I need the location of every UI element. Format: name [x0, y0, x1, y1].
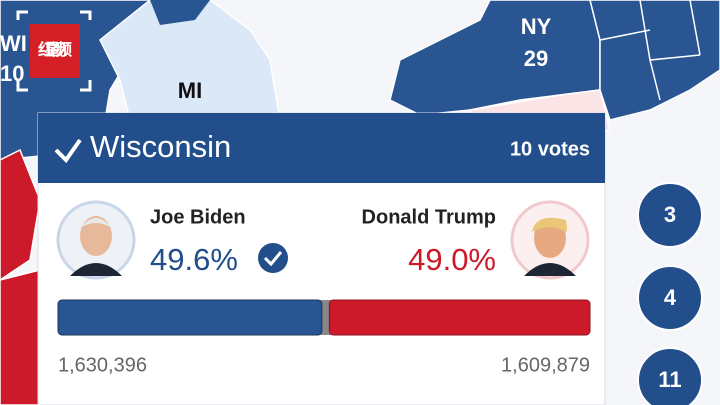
side-vote: 3 [664, 202, 676, 227]
check-icon [54, 138, 82, 164]
candidate-name: Donald Trump [362, 206, 496, 228]
state-red [0, 148, 41, 281]
state-mi [99, 0, 281, 121]
logo: 红星视频 [16, 10, 92, 92]
side-vote: 4 [664, 285, 677, 310]
logo-text: 红星视频 [38, 40, 72, 59]
winner-check [258, 243, 288, 273]
candidate-name: Joe Biden [150, 206, 246, 228]
state-abbr: NY [521, 14, 552, 39]
state-votes: 29 [524, 46, 548, 71]
lake-shore [150, 0, 210, 25]
state-abbr: WI [0, 31, 27, 56]
electoral-votes: 10 votes [510, 138, 590, 160]
bar-biden [57, 299, 323, 336]
card-header [38, 113, 605, 183]
candidate-votes: 1,630,396 [58, 354, 147, 376]
side-votes: 3 4 11 [637, 182, 703, 405]
result-card: Wisconsin 10 votes Joe Biden 49.6% Donal… [37, 112, 606, 405]
winner-check-mark [263, 251, 283, 267]
state-abbr: MI [178, 78, 202, 103]
state-votes: 10 [0, 61, 24, 86]
lake [300, 0, 390, 120]
side-vote: 11 [658, 367, 681, 392]
biden-avatar [56, 200, 136, 280]
state-red [0, 269, 41, 405]
bar-trump [328, 299, 591, 336]
state-borders [599, 0, 701, 101]
state-name: Wisconsin [90, 129, 231, 164]
trump-avatar [510, 200, 590, 280]
candidate-share: 49.6% [150, 242, 238, 277]
candidate-share: 49.0% [408, 242, 496, 277]
candidate-votes: 1,609,879 [501, 354, 590, 376]
